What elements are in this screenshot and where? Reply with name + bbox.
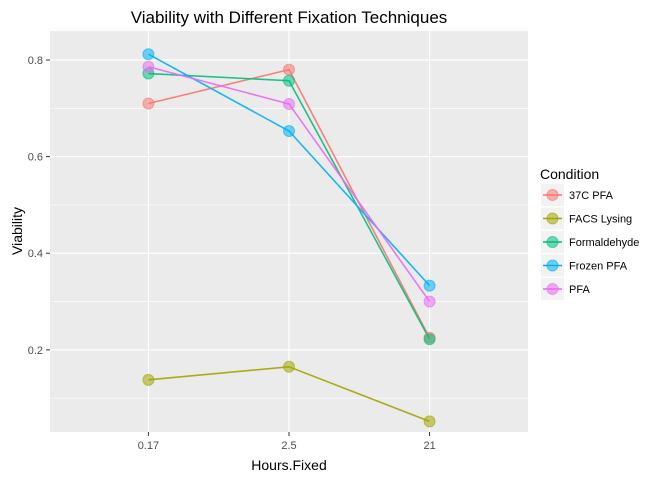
legend-label: Frozen PFA <box>569 261 628 273</box>
legend: Condition 37C PFA FACS Lysing Formaldehyde… <box>540 166 639 300</box>
data-point <box>423 279 436 292</box>
y-tick-label: 0.6 <box>28 152 43 164</box>
legend-item: FACS Lysing <box>541 207 632 230</box>
data-point <box>423 295 436 308</box>
y-tick-label: 0.4 <box>28 248 43 260</box>
legend-key-point <box>546 189 559 201</box>
legend-title: Condition <box>540 166 599 182</box>
x-tick-label: 0.17 <box>138 440 159 452</box>
data-point <box>142 97 155 110</box>
legend-label: PFA <box>569 284 590 296</box>
x-tick-label: 2.5 <box>281 440 296 452</box>
data-point <box>142 60 155 73</box>
data-point <box>423 415 436 428</box>
legend-item: Frozen PFA <box>541 254 628 277</box>
series-points <box>142 48 436 428</box>
legend-item: 37C PFA <box>541 184 614 206</box>
y-axis-title: Viability <box>9 207 25 255</box>
legend-label: Formaldehyde <box>569 237 639 249</box>
chart-title: Viability with Different Fixation Techni… <box>131 8 448 27</box>
data-point <box>283 125 295 138</box>
data-point <box>283 74 295 87</box>
data-point <box>283 63 295 76</box>
legend-key-point <box>546 283 559 295</box>
data-point <box>283 360 295 373</box>
data-point <box>142 373 155 386</box>
legend-label: 37C PFA <box>569 190 614 202</box>
legend-key-point <box>546 259 559 272</box>
data-point <box>283 97 295 110</box>
y-tick-label: 0.8 <box>28 55 43 67</box>
y-axis-ticks: 0.2 0.4 0.6 0.8 <box>28 55 50 357</box>
data-point <box>423 333 436 346</box>
x-axis-ticks: 0.17 2.5 21 <box>138 432 436 452</box>
y-tick-label: 0.2 <box>28 345 43 357</box>
legend-item: PFA <box>541 278 590 300</box>
legend-key-point <box>546 212 559 225</box>
data-point <box>142 48 155 61</box>
legend-item: Formaldehyde <box>541 231 639 253</box>
legend-key-point <box>546 236 559 248</box>
legend-label: FACS Lysing <box>569 214 632 226</box>
x-tick-label: 21 <box>423 440 435 452</box>
x-axis-title: Hours.Fixed <box>251 457 326 473</box>
